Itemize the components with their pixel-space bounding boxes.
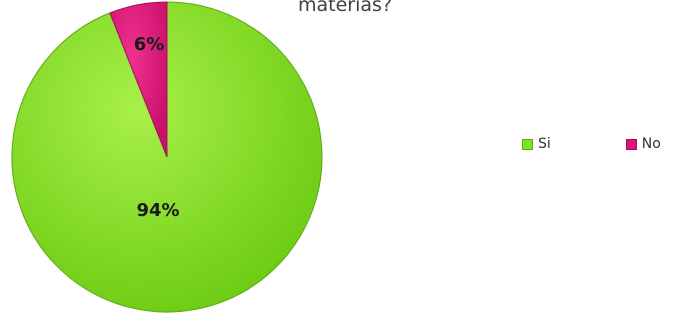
chart-title: materias?: [298, 0, 393, 16]
legend: Si No: [522, 136, 661, 152]
legend-item-no: No: [625, 136, 661, 152]
pie-slice-no: [109, 1, 168, 158]
legend-item-si: Si: [522, 136, 551, 152]
data-label-si: 94%: [136, 200, 179, 221]
legend-swatch-si: [522, 138, 533, 150]
data-label-no: 6%: [134, 34, 165, 55]
legend-label-no: No: [641, 136, 661, 152]
legend-label-si: Si: [538, 136, 551, 152]
legend-swatch-no: [625, 138, 637, 150]
